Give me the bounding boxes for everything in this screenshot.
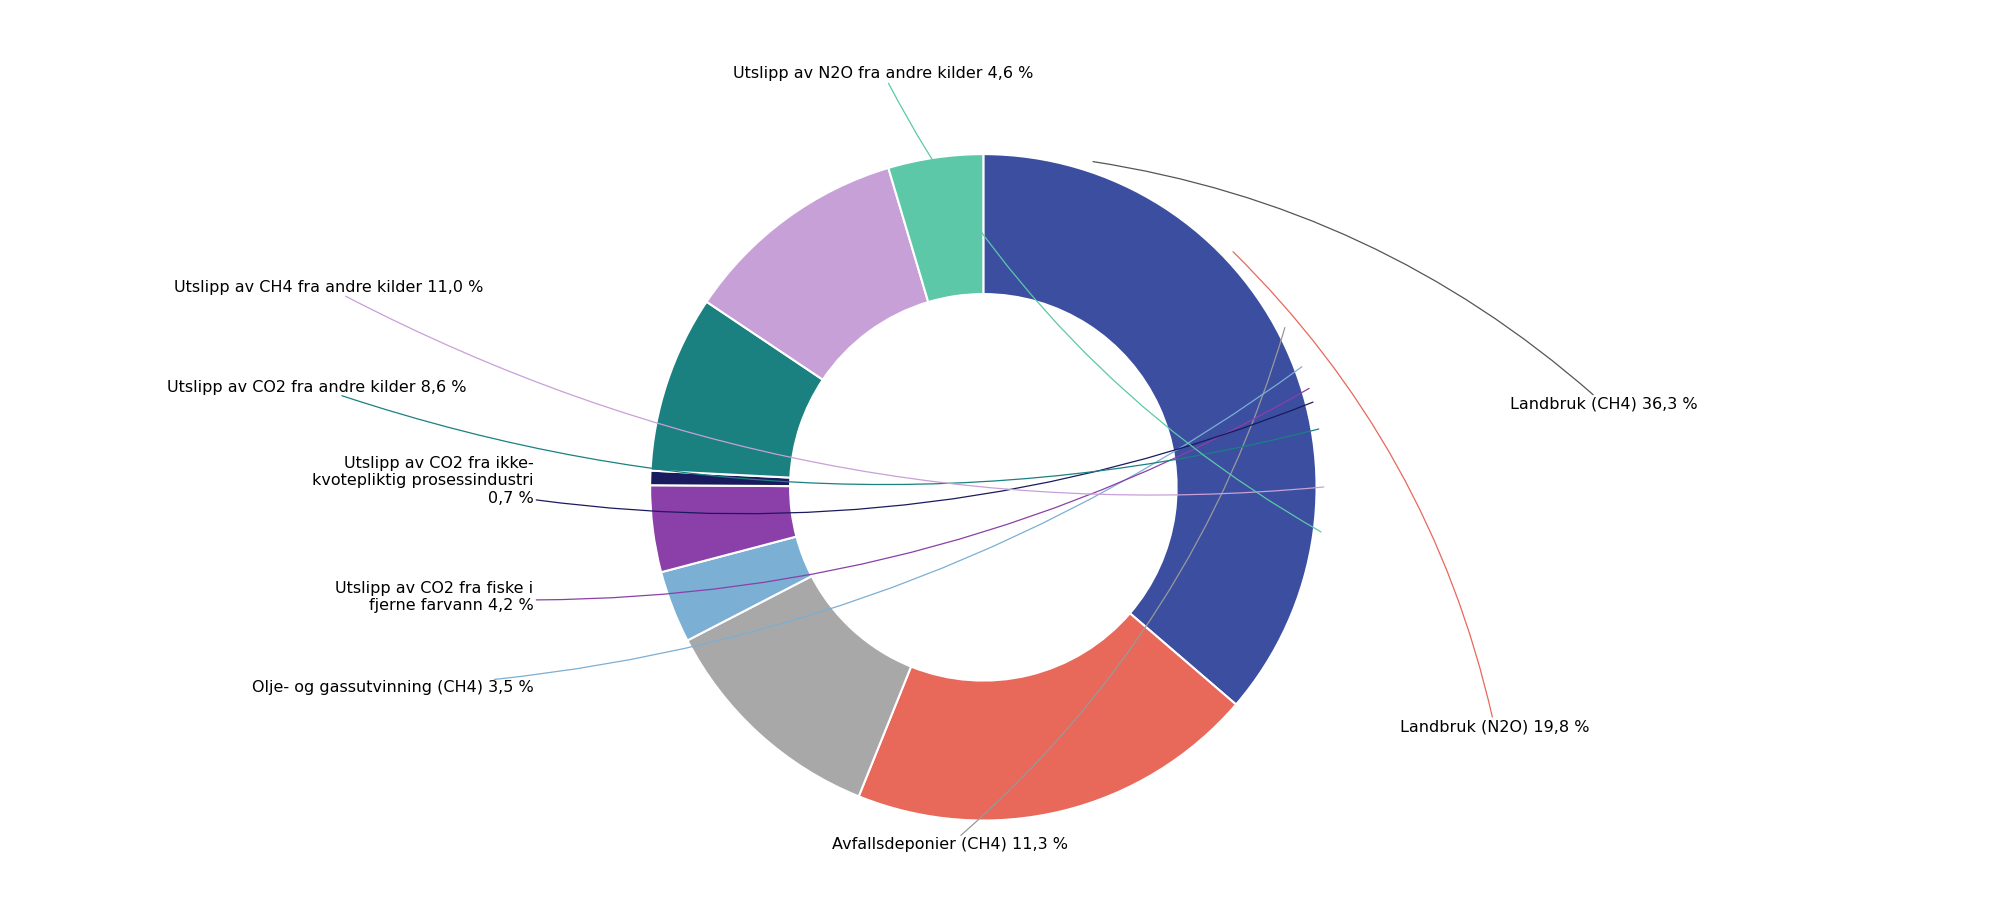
Wedge shape [650,301,822,478]
Text: Utslipp av CO2 fra fiske i
fjerne farvann 4,2 %: Utslipp av CO2 fra fiske i fjerne farvan… [336,389,1310,614]
Wedge shape [706,168,928,380]
Wedge shape [662,537,812,640]
Wedge shape [650,485,796,572]
Text: Utslipp av N2O fra andre kilder 4,6 %: Utslipp av N2O fra andre kilder 4,6 % [734,65,1322,532]
Text: Utslipp av CO2 fra ikke-
kvotepliktig prosessindustri
0,7 %: Utslipp av CO2 fra ikke- kvotepliktig pr… [312,402,1312,514]
Wedge shape [888,154,984,302]
Wedge shape [984,154,1316,705]
Text: Landbruk (N2O) 19,8 %: Landbruk (N2O) 19,8 % [1234,252,1590,735]
Text: Landbruk (CH4) 36,3 %: Landbruk (CH4) 36,3 % [1092,162,1698,411]
Wedge shape [688,577,912,796]
Text: Avfallsdeponier (CH4) 11,3 %: Avfallsdeponier (CH4) 11,3 % [832,328,1284,853]
Wedge shape [650,470,790,486]
Wedge shape [858,613,1236,821]
Text: Utslipp av CH4 fra andre kilder 11,0 %: Utslipp av CH4 fra andre kilder 11,0 % [174,280,1324,495]
Text: Utslipp av CO2 fra andre kilder 8,6 %: Utslipp av CO2 fra andre kilder 8,6 % [168,380,1318,485]
Text: Olje- og gassutvinning (CH4) 3,5 %: Olje- og gassutvinning (CH4) 3,5 % [252,367,1302,695]
